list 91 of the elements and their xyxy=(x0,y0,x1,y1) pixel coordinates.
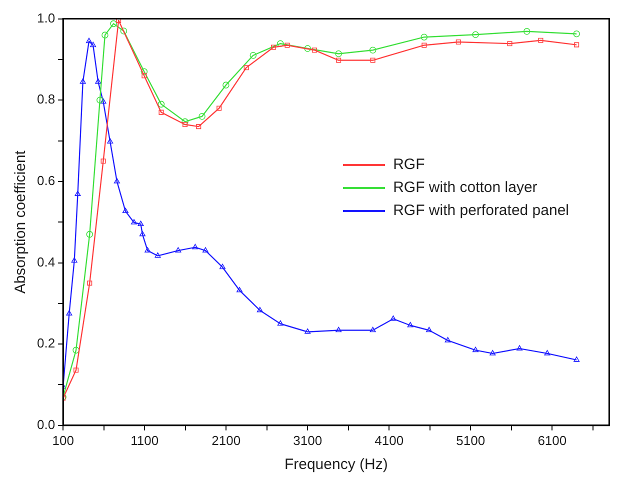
point xyxy=(175,247,182,252)
point xyxy=(142,73,147,78)
point xyxy=(574,42,580,48)
point xyxy=(422,42,427,48)
point xyxy=(107,138,114,144)
point xyxy=(420,34,428,40)
point xyxy=(472,31,479,38)
y-axis-title: Absorption coefficient xyxy=(12,150,30,294)
point xyxy=(490,350,496,356)
y-tick-label: 0.0 xyxy=(36,416,56,432)
y-tick-label: 0.8 xyxy=(36,92,56,107)
point xyxy=(120,28,128,34)
point xyxy=(87,280,92,286)
x-tick-label: 5100 xyxy=(456,432,486,448)
point xyxy=(538,38,544,43)
y-tick-label: 0.4 xyxy=(36,254,56,270)
point xyxy=(426,326,432,332)
point xyxy=(158,110,164,115)
point xyxy=(202,247,208,252)
point xyxy=(312,48,317,53)
x-tick-label: 3100 xyxy=(293,432,322,448)
point xyxy=(196,124,202,130)
point xyxy=(66,310,72,316)
legend-label: RGF with perforated panel xyxy=(393,201,569,221)
point xyxy=(336,58,342,63)
y-tick-label: 0.6 xyxy=(36,173,56,188)
point xyxy=(220,264,226,270)
point xyxy=(304,45,312,52)
point xyxy=(122,208,128,214)
point xyxy=(271,44,276,50)
point xyxy=(192,244,198,250)
point xyxy=(256,306,263,312)
point xyxy=(574,356,580,362)
point xyxy=(130,219,137,224)
point xyxy=(444,337,451,342)
point xyxy=(335,50,342,58)
point xyxy=(456,39,461,44)
point xyxy=(138,220,144,226)
point xyxy=(71,257,78,263)
x-tick-label: 100 xyxy=(52,432,74,448)
x-tick-label: 2100 xyxy=(212,432,241,448)
point xyxy=(158,100,165,108)
point xyxy=(216,106,222,111)
point xyxy=(182,118,188,126)
x-tick-label: 4100 xyxy=(374,432,404,448)
point xyxy=(236,287,243,292)
point xyxy=(110,20,117,28)
point xyxy=(86,38,92,44)
point xyxy=(276,40,284,48)
point xyxy=(80,78,86,84)
point xyxy=(96,96,104,104)
point xyxy=(74,190,81,196)
point xyxy=(370,58,376,63)
legend-label: RGF with cotton layer xyxy=(393,178,538,198)
point xyxy=(86,230,94,238)
point xyxy=(390,315,396,321)
point xyxy=(100,98,106,104)
point xyxy=(284,42,290,48)
point xyxy=(95,78,102,84)
x-tick-label: 1100 xyxy=(130,432,159,448)
y-tick-label: 0.2 xyxy=(36,336,56,351)
point xyxy=(369,46,376,54)
y-tick-label: 1.0 xyxy=(36,10,56,26)
point xyxy=(523,28,530,35)
legend-label: RGF xyxy=(393,155,425,175)
point xyxy=(102,32,108,38)
x-tick-label: 6100 xyxy=(538,432,567,448)
point xyxy=(114,178,120,184)
point xyxy=(516,345,523,350)
point xyxy=(407,322,414,328)
point xyxy=(507,41,512,46)
point xyxy=(144,247,151,252)
point xyxy=(100,158,106,164)
point xyxy=(90,42,96,48)
point xyxy=(154,252,161,258)
point xyxy=(182,122,188,128)
point xyxy=(544,350,550,356)
point xyxy=(74,368,79,373)
point xyxy=(277,320,284,326)
point xyxy=(139,230,146,236)
x-axis-title: Frequency (Hz) xyxy=(284,456,388,474)
point xyxy=(244,65,249,70)
point xyxy=(370,326,376,332)
point xyxy=(472,346,479,352)
point xyxy=(222,82,230,88)
point xyxy=(573,30,580,38)
point xyxy=(198,112,206,120)
point xyxy=(304,328,311,334)
point xyxy=(140,68,148,76)
point xyxy=(250,52,257,59)
point xyxy=(336,326,342,332)
